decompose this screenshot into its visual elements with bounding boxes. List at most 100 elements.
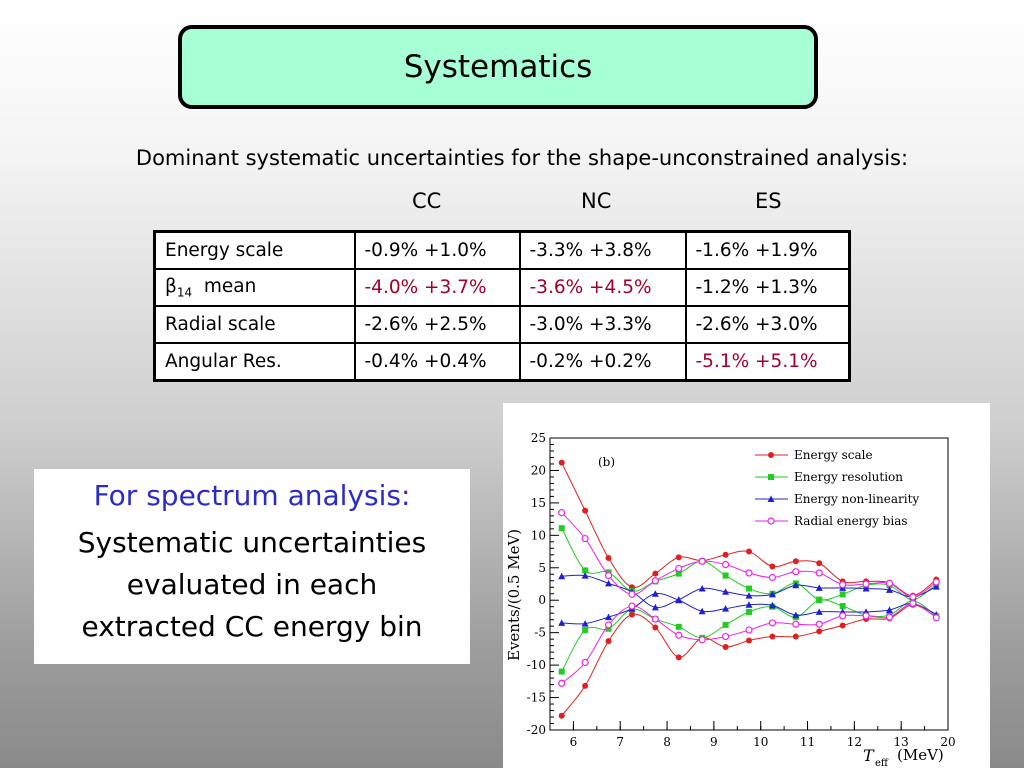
panel-label: (b) <box>598 455 615 469</box>
table-cell: -0.4% +0.4% <box>353 342 521 382</box>
data-point <box>558 712 565 719</box>
y-tick-label: 20 <box>531 463 546 477</box>
data-point <box>675 623 682 630</box>
data-point <box>792 558 799 565</box>
data-point <box>651 590 659 597</box>
row-label: Angular Res. <box>153 342 356 382</box>
data-point <box>792 611 800 619</box>
title-box: Systematics <box>178 25 818 109</box>
data-point <box>558 679 566 687</box>
row-label-symbol: β <box>165 275 177 297</box>
data-point <box>722 643 729 650</box>
data-point <box>839 581 847 589</box>
data-point <box>768 601 776 609</box>
data-point <box>745 592 753 599</box>
x-tick-label: 12 <box>847 735 862 749</box>
x-tick-label: 6 <box>570 735 578 749</box>
data-point <box>675 570 682 577</box>
slide-title: Systematics <box>403 49 593 85</box>
row-label: Energy scale <box>153 230 356 270</box>
plot-svg: 25 20 15 10 5 0 -5 -10 -15 -20 6 7 8 9 10 11 12 13 20 Ener… <box>505 431 956 769</box>
y-tick-label: -10 <box>527 658 546 672</box>
data-point <box>722 588 730 595</box>
table-cell: -3.3% +3.8% <box>518 230 687 270</box>
data-point <box>767 517 775 525</box>
data-point <box>816 560 823 567</box>
data-point <box>768 452 774 458</box>
y-tick-label: -20 <box>527 723 546 737</box>
data-point <box>605 613 613 621</box>
data-point <box>862 585 870 592</box>
data-point <box>558 619 566 626</box>
column-header-cc: CC <box>412 189 442 213</box>
row-label: β14 mean <box>153 268 356 307</box>
data-point <box>745 569 753 577</box>
data-point <box>862 612 870 620</box>
table-cell: -2.6% +2.5% <box>353 305 521 344</box>
data-point <box>651 615 659 623</box>
data-point <box>675 596 683 604</box>
data-point <box>604 571 613 580</box>
systematics-table: Energy scale -0.9% +1.0% -3.3% +3.8% -1.… <box>153 230 851 382</box>
data-point <box>768 619 777 627</box>
x-axis-label-main: T <box>863 746 875 765</box>
data-point <box>721 632 730 641</box>
x-tick-label: 7 <box>616 735 624 749</box>
table-row: Energy scale -0.9% +1.0% -3.3% +3.8% -1.… <box>153 230 851 270</box>
row-label: Radial scale <box>153 305 356 344</box>
textbox-line: extracted CC energy bin <box>81 610 423 643</box>
data-point <box>839 591 846 598</box>
y-tick-label: -15 <box>527 691 546 705</box>
table-cell: -1.6% +1.9% <box>684 230 851 270</box>
x-axis-label-sub: eff <box>875 758 889 768</box>
data-point <box>605 625 612 632</box>
data-point <box>885 586 893 593</box>
plot-legend: Energy scale Energy resolution Energy non-… <box>755 448 919 528</box>
data-point <box>558 525 565 532</box>
data-point <box>628 602 636 610</box>
data-point <box>816 628 823 635</box>
data-point <box>698 585 706 592</box>
series-energy-resolution <box>558 525 940 675</box>
y-axis-label: Events/(0.5 MeV) <box>505 529 523 661</box>
textbox-body: Systematic uncertainties evaluated in ea… <box>34 522 470 648</box>
data-point <box>932 578 940 586</box>
data-point <box>558 459 565 466</box>
data-point <box>722 621 729 628</box>
plot-series <box>558 459 940 719</box>
x-axis-label-unit: (MeV) <box>897 746 944 764</box>
data-point <box>605 638 612 645</box>
data-point <box>628 590 636 598</box>
data-point <box>698 557 706 565</box>
data-point <box>722 572 729 579</box>
data-point <box>885 579 894 587</box>
data-point <box>582 567 589 574</box>
y-tick-label: 0 <box>538 593 546 607</box>
x-tick-label: 11 <box>800 735 815 749</box>
y-tick-label: -5 <box>534 626 546 640</box>
data-point <box>581 620 589 627</box>
legend-label: Energy non-linearity <box>794 492 919 506</box>
row-label-subscript: 14 <box>176 285 193 300</box>
data-point <box>792 633 799 640</box>
data-point <box>628 611 635 618</box>
textbox-line: evaluated in each <box>126 568 378 601</box>
legend-label: Energy scale <box>794 448 873 462</box>
y-tick-label: 25 <box>531 431 546 445</box>
data-point <box>581 534 589 543</box>
data-point <box>582 507 589 514</box>
data-point <box>652 624 659 631</box>
column-header-nc: NC <box>581 189 612 213</box>
x-tick-label: 8 <box>663 735 671 749</box>
table-row: Radial scale -2.6% +2.5% -3.0% +3.3% -2.… <box>153 305 851 344</box>
plot-axes: 25 20 15 10 5 0 -5 -10 -15 -20 6 7 8 9 10 11 12 13 20 <box>527 431 956 749</box>
data-point <box>558 572 566 580</box>
data-point <box>604 621 613 629</box>
data-point <box>885 613 894 621</box>
x-tick-label: 10 <box>753 735 768 749</box>
textbox-line: Systematic uncertainties <box>77 526 427 559</box>
table-cell: -0.2% +0.2% <box>518 342 687 382</box>
data-point <box>581 572 589 579</box>
table-cell: -1.2% +1.3% <box>684 268 851 307</box>
spectrum-analysis-box: For spectrum analysis: Systematic uncert… <box>34 469 470 664</box>
